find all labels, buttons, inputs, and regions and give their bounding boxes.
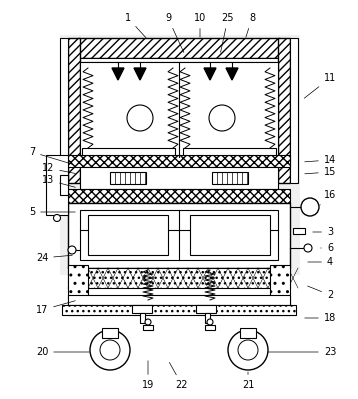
Polygon shape bbox=[112, 68, 124, 80]
Text: 6: 6 bbox=[321, 243, 333, 253]
Text: 9: 9 bbox=[165, 13, 184, 53]
Text: 24: 24 bbox=[36, 253, 72, 263]
Circle shape bbox=[228, 330, 268, 370]
Bar bbox=[293, 228, 305, 234]
Bar bbox=[143, 325, 153, 330]
Bar bbox=[60, 175, 68, 195]
Text: 12: 12 bbox=[42, 163, 75, 174]
Bar bbox=[78, 38, 280, 58]
Bar bbox=[140, 313, 145, 323]
Text: 20: 20 bbox=[36, 347, 89, 357]
Bar bbox=[88, 215, 168, 255]
Text: 25: 25 bbox=[221, 13, 234, 52]
Bar bbox=[68, 155, 290, 167]
Bar bbox=[205, 325, 215, 330]
Text: 5: 5 bbox=[29, 207, 75, 217]
Text: 11: 11 bbox=[304, 73, 336, 98]
Polygon shape bbox=[226, 68, 238, 80]
Bar bbox=[68, 268, 290, 288]
Bar bbox=[68, 203, 290, 268]
Bar bbox=[212, 172, 248, 184]
Bar bbox=[290, 38, 298, 183]
Polygon shape bbox=[204, 68, 216, 80]
Circle shape bbox=[100, 340, 120, 360]
Text: 18: 18 bbox=[305, 313, 336, 323]
Text: 23: 23 bbox=[268, 347, 336, 357]
Circle shape bbox=[301, 198, 319, 216]
Circle shape bbox=[68, 246, 76, 254]
Bar bbox=[80, 167, 278, 189]
Bar bbox=[68, 38, 80, 183]
Bar bbox=[278, 38, 290, 183]
Text: 19: 19 bbox=[142, 361, 154, 390]
Bar bbox=[132, 305, 152, 313]
Text: 1: 1 bbox=[125, 13, 146, 38]
Bar bbox=[60, 35, 300, 275]
Circle shape bbox=[304, 244, 312, 252]
Bar bbox=[196, 305, 216, 313]
Text: 14: 14 bbox=[305, 155, 336, 165]
Bar bbox=[270, 265, 290, 315]
Bar bbox=[82, 148, 175, 155]
Text: 16: 16 bbox=[320, 190, 336, 205]
Text: 15: 15 bbox=[305, 167, 336, 177]
Bar bbox=[190, 215, 270, 255]
Bar bbox=[80, 62, 278, 157]
Circle shape bbox=[209, 105, 235, 131]
Circle shape bbox=[127, 105, 153, 131]
Circle shape bbox=[207, 319, 213, 325]
Bar bbox=[68, 189, 290, 203]
Bar bbox=[240, 328, 256, 338]
Text: 7: 7 bbox=[29, 147, 72, 164]
Text: 4: 4 bbox=[308, 257, 333, 267]
Text: 13: 13 bbox=[42, 175, 75, 187]
Text: 8: 8 bbox=[246, 13, 255, 38]
Polygon shape bbox=[134, 68, 146, 80]
Text: 2: 2 bbox=[308, 286, 333, 300]
Circle shape bbox=[238, 340, 258, 360]
Circle shape bbox=[90, 330, 130, 370]
Bar bbox=[62, 305, 296, 315]
Bar bbox=[80, 210, 278, 260]
Circle shape bbox=[53, 215, 61, 221]
Bar bbox=[110, 172, 146, 184]
Text: 10: 10 bbox=[194, 13, 206, 37]
Text: 22: 22 bbox=[169, 362, 188, 390]
Bar bbox=[68, 265, 88, 315]
Bar bbox=[183, 148, 276, 155]
Bar bbox=[68, 295, 290, 305]
Circle shape bbox=[145, 319, 151, 325]
Bar bbox=[205, 313, 210, 323]
Text: 17: 17 bbox=[36, 301, 75, 315]
Text: 3: 3 bbox=[313, 227, 333, 237]
Bar bbox=[102, 328, 118, 338]
Bar bbox=[78, 58, 280, 62]
Text: 21: 21 bbox=[242, 372, 254, 390]
Bar bbox=[46, 155, 68, 215]
Bar bbox=[60, 38, 68, 183]
